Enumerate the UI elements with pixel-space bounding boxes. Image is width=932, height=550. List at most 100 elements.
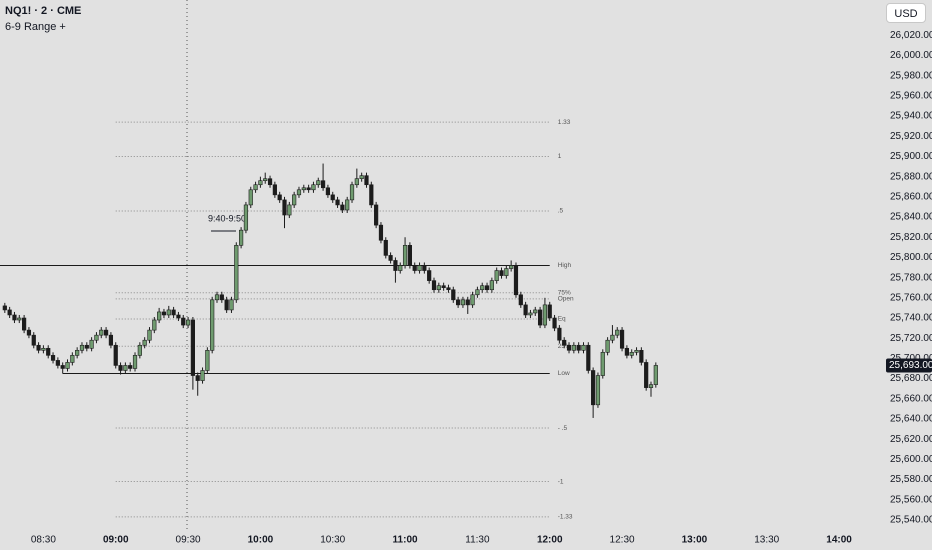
y-tick-label: 25,800.00 [890,252,932,263]
candle-body [267,178,273,186]
candle-body [272,184,277,196]
candle-body [427,270,432,281]
candle-body [504,268,509,276]
candle-body [277,194,282,201]
candle-body [185,319,191,326]
candle-body [456,299,461,306]
candle-body [340,204,345,211]
candle-body [229,299,234,311]
candle-body [566,344,572,351]
candle-body [84,344,89,349]
candle-body [287,204,292,216]
symbol: NQ1! · 2 · CME [5,5,82,17]
candle-body [26,329,32,336]
candle-body [12,314,17,321]
candle-body [615,329,620,336]
candle-body [50,355,56,361]
candle-body [639,350,644,363]
candle-body [243,204,249,231]
candle-body [349,184,355,201]
level-label: Eq [558,316,566,323]
x-tick-label: 08:30 [31,535,56,546]
candle-body [644,362,649,388]
y-tick-label: 25,880.00 [890,171,932,182]
y-tick-label: 25,720.00 [890,333,932,344]
candle-body [648,384,654,388]
candle-body [542,304,548,326]
y-tick-label: 25,540.00 [890,515,932,526]
candle-body [36,344,41,351]
candle-body [576,344,581,351]
candle-body [537,309,543,326]
x-tick-label: 13:30 [754,535,779,546]
candle-body [499,270,504,276]
x-tick-label: 11:30 [465,535,490,546]
candle-body [234,245,239,301]
level-label: High [558,262,572,269]
candle-body [176,314,181,319]
candle-body [239,229,244,246]
y-tick-label: 25,960.00 [890,91,932,102]
x-tick-label: 11:00 [393,535,418,546]
level-label: 75% [558,289,571,296]
candle-body [210,299,215,351]
candle-body [103,329,109,336]
y-tick-label: 25,780.00 [890,272,932,283]
candle-body [320,180,326,189]
candle-body [528,312,533,316]
candle-body [31,334,36,346]
candle-body [600,352,605,376]
candle-body [480,285,485,291]
candle-body [552,317,557,329]
candle-body [441,285,446,289]
y-tick-label: 26,020.00 [890,30,932,41]
candle-body [653,365,658,385]
candle-body [258,180,263,186]
candle-body [123,365,128,371]
candle-body [108,334,114,346]
candle-body [99,329,104,336]
level-label: -1 [558,478,564,485]
x-tick-label: 12:00 [537,535,563,546]
candle-body [335,199,340,206]
candle-body [89,339,94,349]
level-label: 1.33 [558,119,571,126]
y-tick-label: 25,640.00 [890,414,932,425]
candle-body [359,175,364,179]
candle-body [509,265,514,269]
indicator-name: 6-9 Range + [5,21,66,33]
y-tick-label: 25,940.00 [890,111,932,122]
candle-body [364,175,369,186]
candle-body [518,294,523,306]
candle-body [470,294,475,306]
candle-body [407,245,412,266]
candle-body [263,178,268,182]
candle-body [383,239,388,256]
candle-body [378,224,384,241]
candle-body [147,329,152,341]
candle-body [586,344,591,371]
candle-body [374,204,379,226]
candle-body [562,339,567,346]
candle-body [113,344,118,366]
level-label: Open [558,296,574,303]
candle-body [306,187,311,191]
candle-body [65,362,70,369]
candle-body [181,317,186,326]
candle-body [484,285,490,291]
y-tick-label: 25,660.00 [890,393,932,404]
candle-body [2,305,7,311]
y-tick-label: 25,920.00 [890,131,932,142]
x-tick-label: 09:30 [176,535,201,546]
candle-body [581,344,586,351]
candle-body [605,339,610,353]
candle-body [200,370,205,381]
candle-body [634,350,639,353]
y-tick-label: 25,560.00 [890,494,932,505]
candle-body [345,199,350,211]
y-tick-label: 25,860.00 [890,191,932,202]
candle-body [431,280,437,291]
currency-button[interactable]: USD [886,3,926,23]
